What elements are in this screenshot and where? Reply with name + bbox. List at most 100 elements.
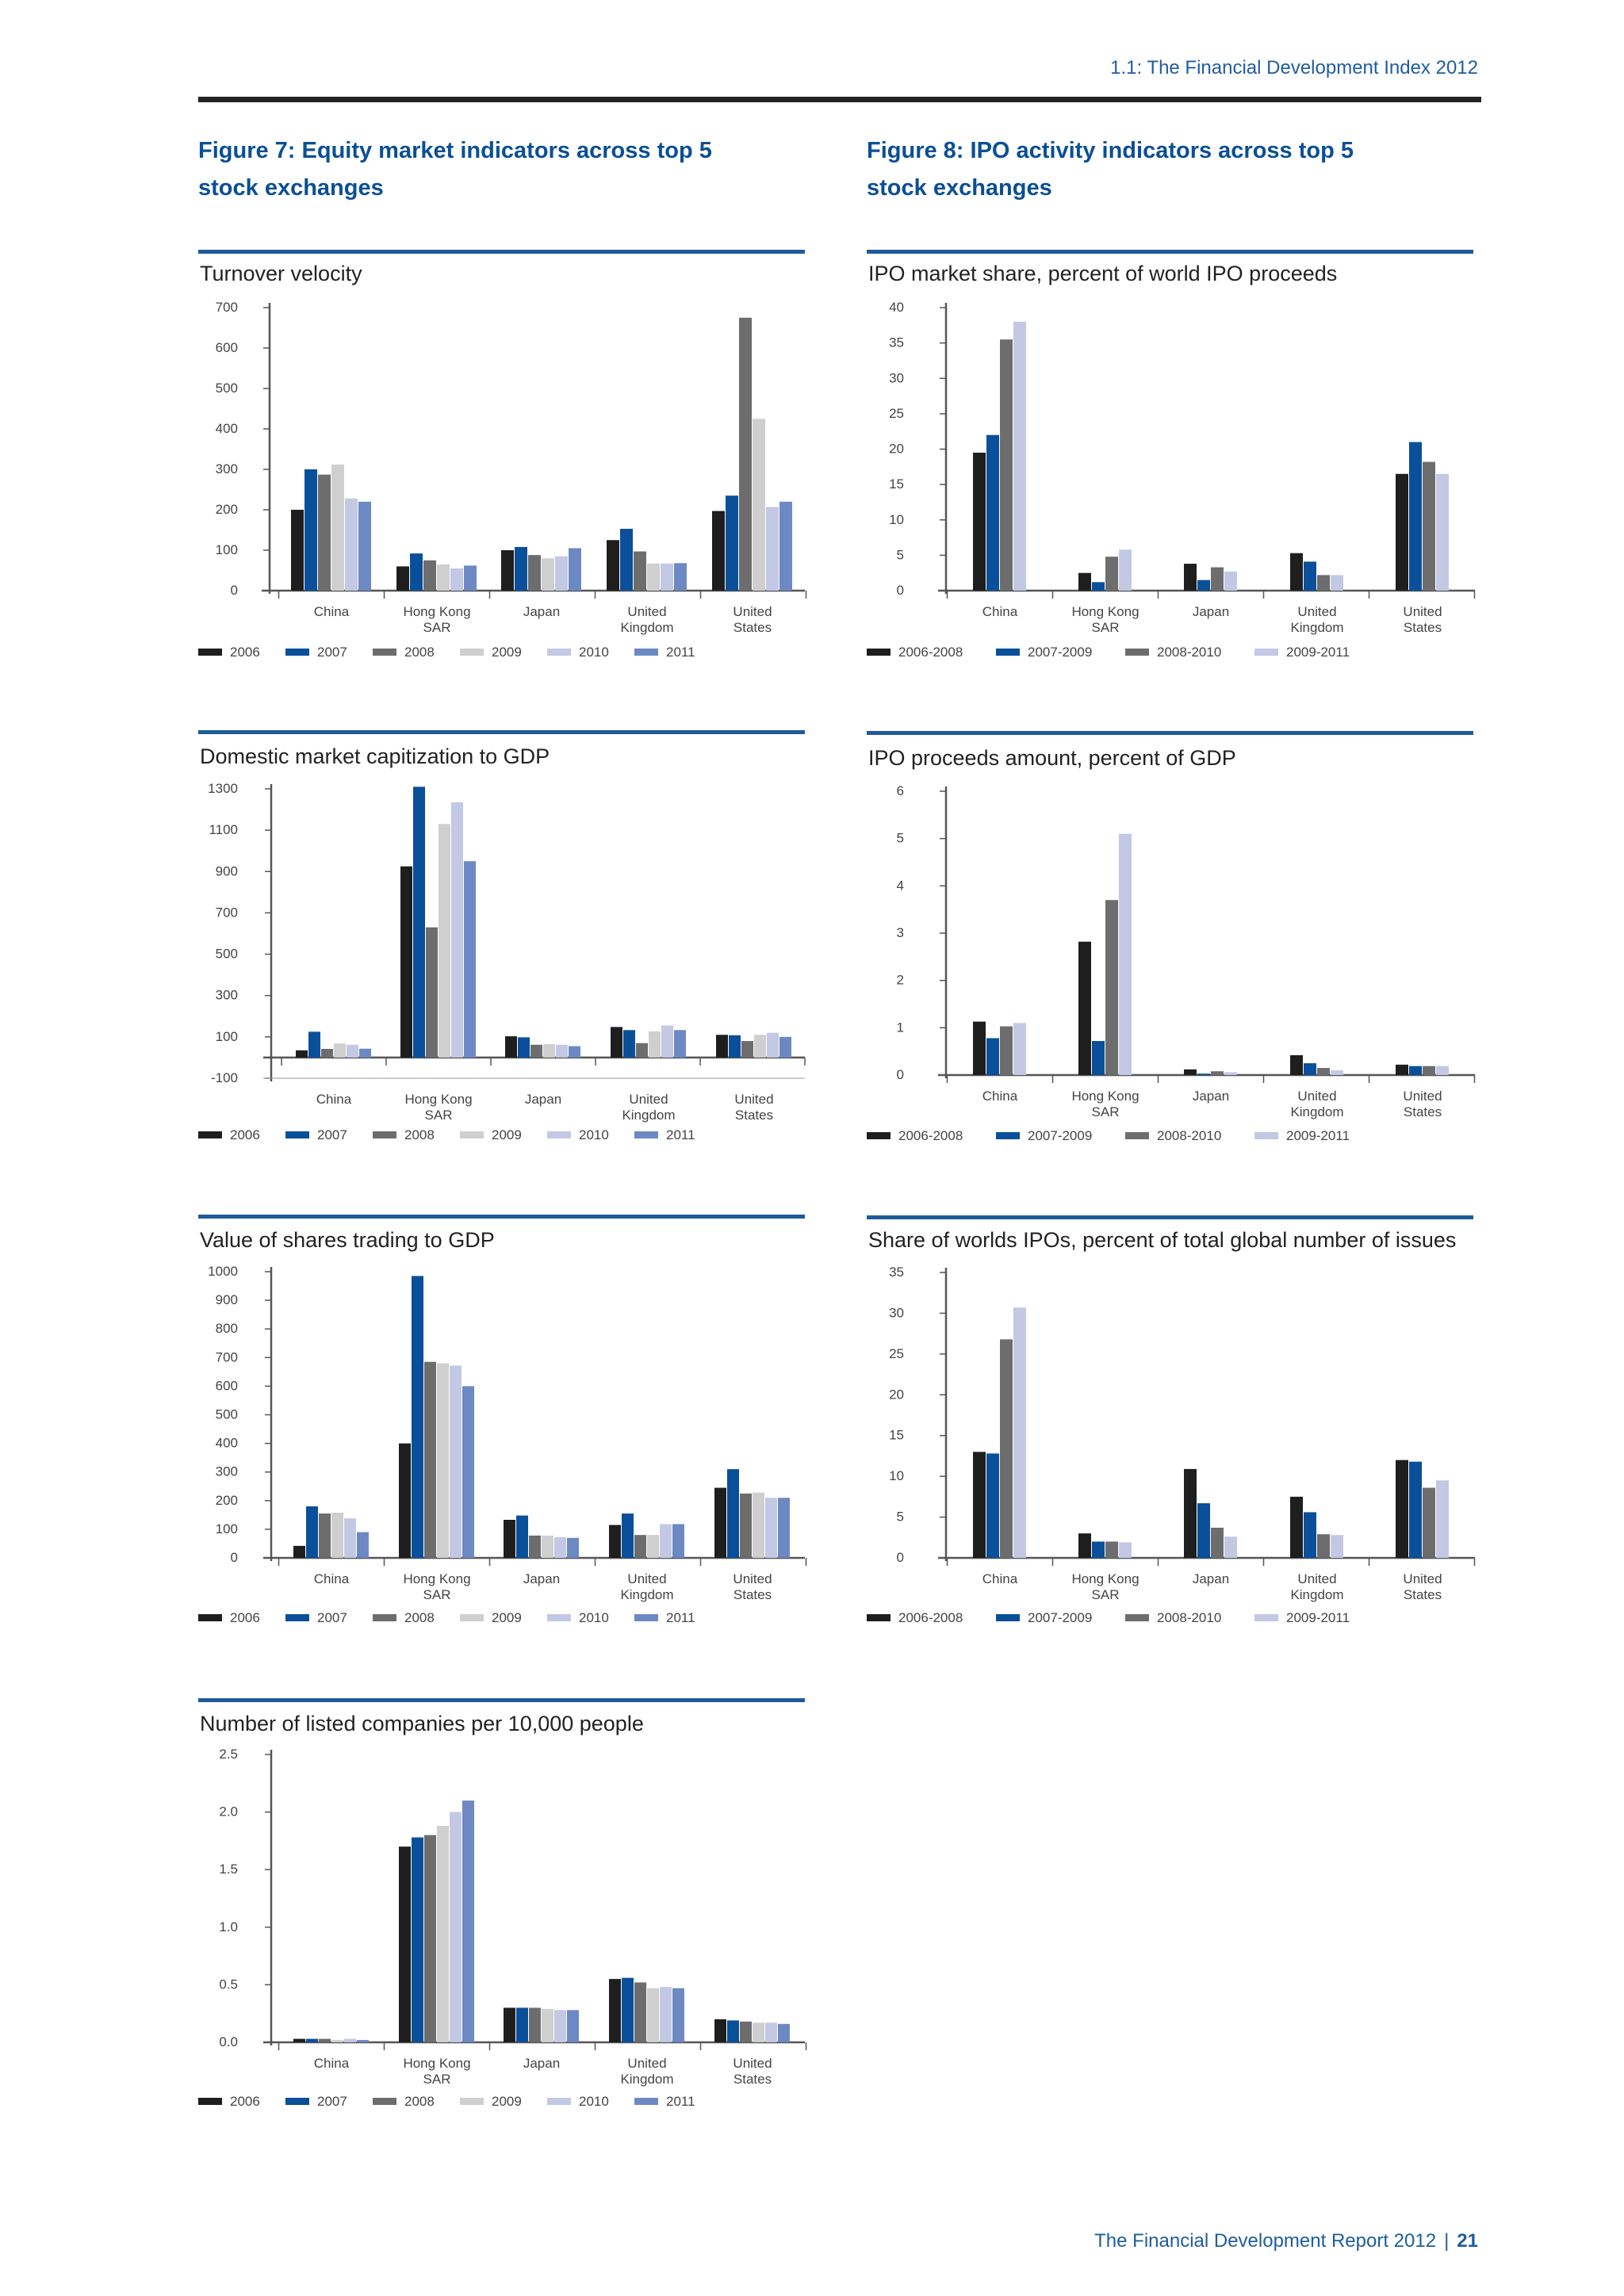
- listed-bar-2007-2: [516, 2007, 528, 2042]
- trading-bar-2007-3: [622, 1513, 634, 1558]
- ipo_gdp-bar-2008-2010-3: [1317, 1068, 1330, 1075]
- trading-ytick-label: 0: [231, 1550, 238, 1565]
- ipo_share-legend-label: 2009-2011: [1286, 645, 1350, 660]
- listed-legend-label: 2006: [230, 2094, 260, 2109]
- turnover-legend-label: 2011: [666, 645, 695, 660]
- turnover-bar-2011-1: [464, 565, 477, 591]
- mktcap-legend-label: 2006: [230, 1127, 260, 1142]
- turnover-legend-swatch: [460, 649, 484, 656]
- ipo_share-bar-2006-2008-0: [973, 452, 986, 591]
- ipo_share-bar-2006-2008-4: [1396, 473, 1408, 591]
- ipo_gdp-top-rule: [867, 731, 1473, 735]
- turnover-bar-2007-1: [410, 553, 423, 591]
- listed-category-label: United: [733, 2056, 772, 2071]
- listed-bar-2010-4: [765, 2022, 777, 2042]
- figure-8-title: Figure 8: IPO activity indicators across…: [867, 132, 1485, 207]
- ipo_count-bar-2007-2009-1: [1092, 1541, 1105, 1558]
- ipo_count-ytick-label: 5: [897, 1510, 904, 1525]
- ipo_gdp-ytick-label: 5: [897, 831, 904, 846]
- turnover-ytick-label: 400: [216, 421, 238, 436]
- ipo_gdp-title: IPO proceeds amount, percent of GDP: [868, 746, 1236, 770]
- turnover-bar-2006-1: [396, 566, 409, 591]
- listed-bar-2011-0: [357, 2040, 369, 2042]
- listed-ytick-label: 2.5: [219, 1747, 238, 1762]
- ipo_share-bar-2008-2010-4: [1423, 461, 1435, 591]
- ipo_share-legend-swatch: [1125, 649, 1149, 656]
- ipo_gdp-bar-2008-2010-4: [1423, 1066, 1435, 1075]
- ipo_gdp-bar-2008-2010-2: [1211, 1071, 1224, 1075]
- ipo_count-category-label: States: [1404, 1587, 1442, 1602]
- ipo_count-bar-2007-2009-2: [1197, 1503, 1210, 1558]
- ipo_count-bar-2008-2010-1: [1105, 1541, 1118, 1558]
- mktcap-bar-2006-2: [505, 1036, 517, 1058]
- turnover-bar-2007-0: [304, 469, 317, 591]
- turnover-bar-2010-2: [555, 556, 568, 591]
- listed-bar-2010-1: [450, 1812, 462, 2042]
- listed-title: Number of listed companies per 10,000 pe…: [200, 1712, 644, 1735]
- turnover-title: Turnover velocity: [200, 262, 362, 285]
- trading-bar-2007-2: [516, 1515, 528, 1558]
- listed-legend-label: 2010: [579, 2094, 609, 2109]
- trading-title: Value of shares trading to GDP: [200, 1228, 495, 1252]
- trading-bar-2009-3: [647, 1535, 659, 1558]
- listed-bar-2008-1: [424, 1835, 436, 2042]
- ipo_gdp-bar-2009-2011-1: [1119, 833, 1132, 1075]
- listed-bar-2008-4: [740, 2021, 752, 2042]
- figure-8-title-line-2: stock exchanges: [867, 175, 1052, 201]
- mktcap-bar-2010-2: [556, 1044, 568, 1058]
- ipo_gdp-bar-2006-2008-4: [1396, 1064, 1408, 1075]
- turnover-category-label: Kingdom: [620, 620, 673, 635]
- listed-category-label: Hong Kong: [403, 2056, 470, 2071]
- mktcap-legend-swatch: [285, 1131, 309, 1138]
- running-header: 1.1: The Financial Development Index 201…: [1110, 57, 1478, 78]
- turnover-bar-2008-0: [318, 474, 331, 591]
- turnover-bar-2008-4: [739, 317, 752, 591]
- ipo_gdp-ytick-label: 2: [897, 973, 904, 988]
- turnover-bar-2006-3: [607, 540, 619, 591]
- ipo_share-legend-label: 2008-2010: [1157, 645, 1221, 660]
- ipo_gdp-category-label: Hong Kong: [1071, 1089, 1139, 1104]
- ipo_count-legend-swatch: [1254, 1614, 1278, 1621]
- ipo_share-bar-2007-2009-4: [1409, 442, 1422, 591]
- ipo_gdp-bar-2007-2009-2: [1197, 1073, 1210, 1075]
- mktcap-bar-2009-3: [649, 1031, 661, 1058]
- listed-legend-swatch: [373, 2098, 396, 2105]
- turnover-legend-label: 2009: [492, 645, 522, 660]
- ipo_count-ytick-label: 0: [897, 1550, 904, 1565]
- ipo_gdp-ytick-label: 3: [897, 925, 904, 940]
- figure-7-title-line-1: Figure 7: Equity market indicators acros…: [198, 138, 712, 163]
- mktcap-title: Domestic market capitization to GDP: [200, 744, 550, 768]
- ipo_count-bar-2008-2010-2: [1211, 1527, 1224, 1558]
- listed-legend-swatch: [198, 2098, 222, 2105]
- ipo_count-bar-2009-2011-0: [1013, 1307, 1026, 1558]
- ipo_count-top-rule: [867, 1215, 1473, 1219]
- listed-bar-2009-3: [647, 1988, 659, 2042]
- trading-bar-2011-1: [462, 1386, 474, 1558]
- ipo_gdp-legend-label: 2007-2009: [1028, 1128, 1092, 1143]
- ipo_share-legend-label: 2007-2009: [1028, 645, 1092, 660]
- turnover-bar-2009-2: [542, 558, 554, 591]
- ipo_share-ytick-label: 5: [897, 547, 904, 562]
- ipo_count-bar-2009-2011-2: [1224, 1536, 1237, 1558]
- mktcap-category-label: States: [735, 1108, 773, 1123]
- ipo_share-ytick-label: 20: [889, 442, 904, 457]
- trading-category-label: SAR: [423, 1587, 451, 1602]
- mktcap-bar-2006-0: [296, 1050, 308, 1058]
- listed-bar-2010-0: [344, 2038, 356, 2042]
- trading-bar-2010-2: [554, 1537, 566, 1558]
- ipo_gdp-bar-2006-2008-0: [973, 1021, 986, 1075]
- ipo_gdp-legend-swatch: [996, 1132, 1020, 1139]
- ipo_count-category-label: China: [982, 1571, 1018, 1586]
- trading-ytick-label: 500: [216, 1407, 238, 1422]
- trading-bar-2008-0: [319, 1513, 331, 1558]
- trading-ytick-label: 300: [216, 1464, 238, 1479]
- ipo_share-bar-2009-2011-2: [1224, 571, 1237, 591]
- listed-category-label: Japan: [523, 2056, 560, 2071]
- mktcap-bar-2011-2: [569, 1046, 580, 1058]
- listed-legend-label: 2011: [666, 2094, 695, 2109]
- turnover-category-label: SAR: [423, 620, 451, 635]
- trading-legend-label: 2007: [317, 1610, 347, 1625]
- ipo_gdp-ytick-label: 6: [897, 783, 904, 798]
- listed-legend-swatch: [547, 2098, 571, 2105]
